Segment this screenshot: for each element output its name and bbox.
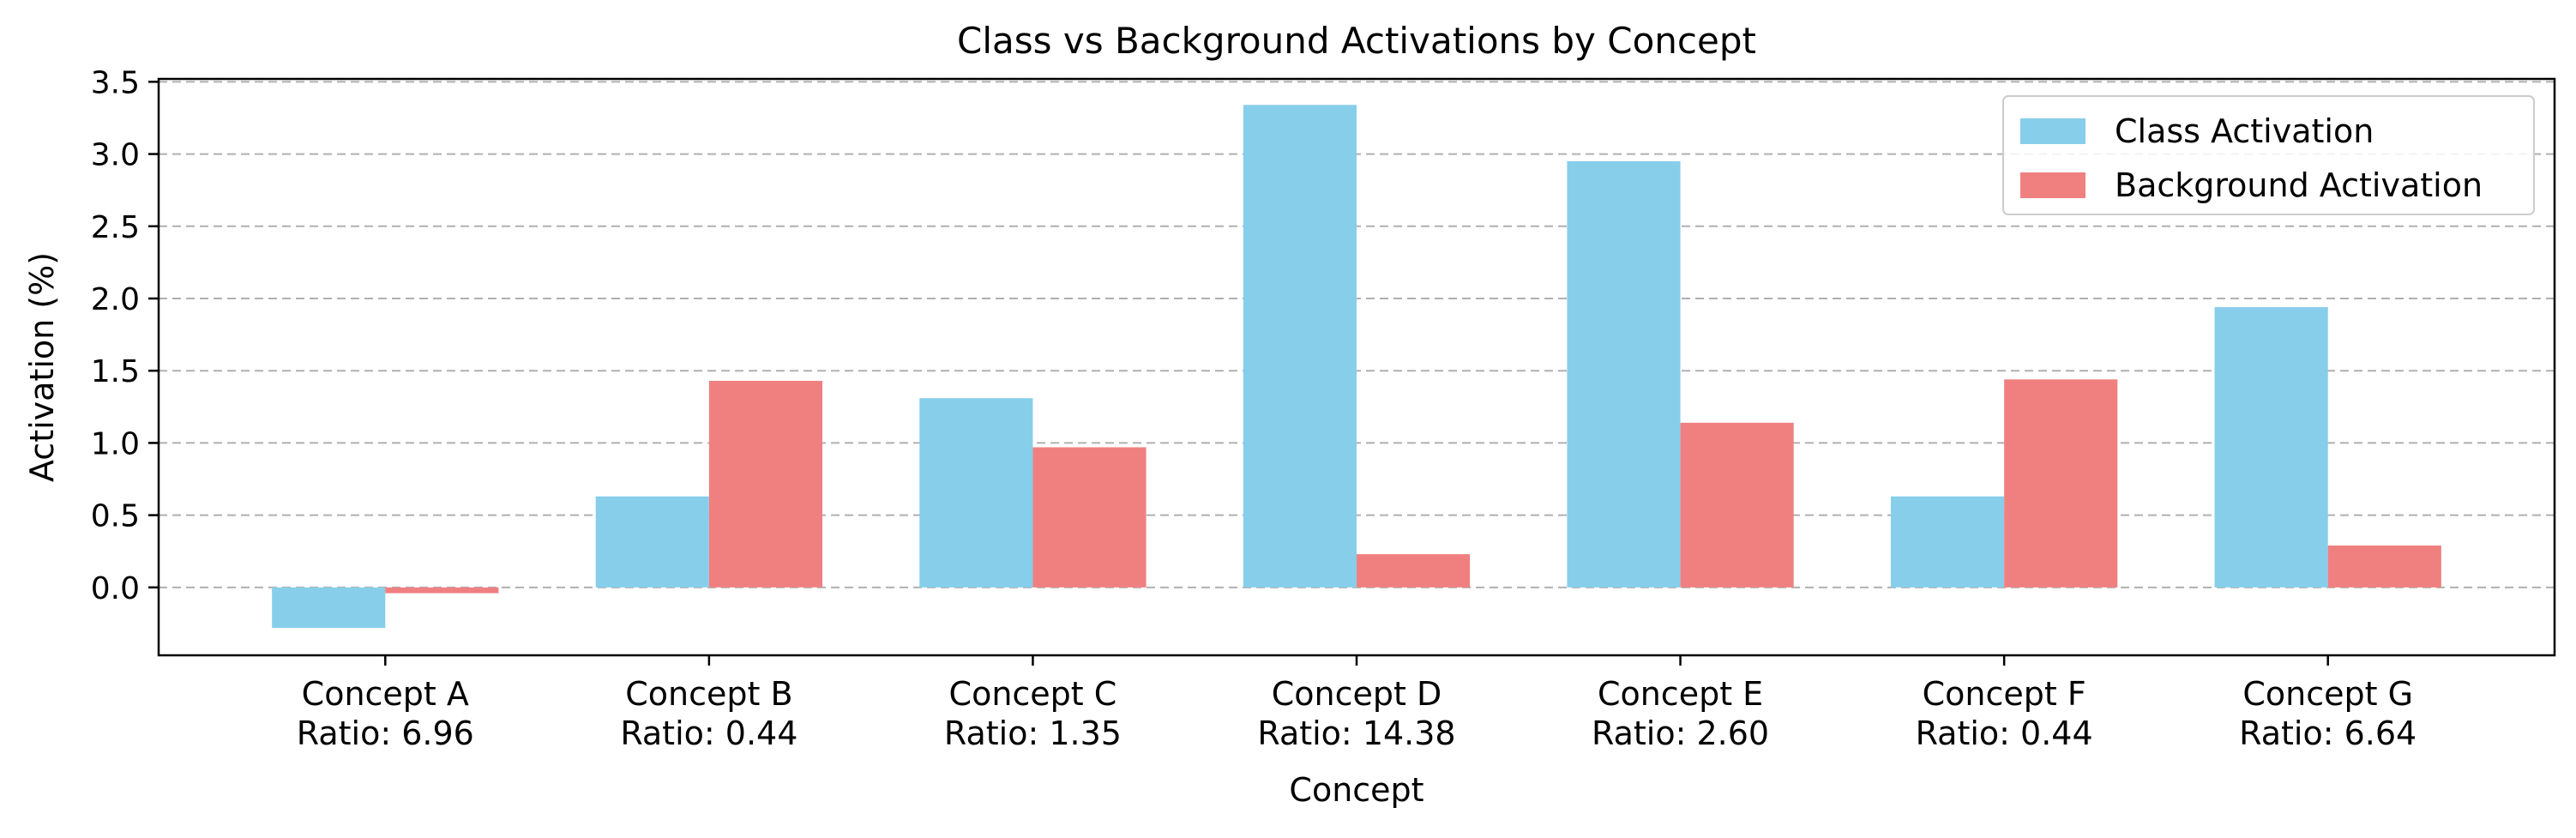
x-axis-label: Concept (1289, 771, 1423, 809)
class-activation-bar (272, 587, 386, 628)
x-tick-label: Concept B Ratio: 0.44 (620, 675, 797, 752)
class-activation-bar (919, 398, 1033, 588)
background-activation-bar (2327, 546, 2441, 588)
class-activation-bar (2214, 307, 2328, 588)
legend-label: Background Activation (2115, 166, 2483, 204)
class-activation-bar (1890, 496, 2005, 588)
y-tick-label: 1.5 (91, 354, 140, 389)
background-activation-bar (708, 381, 823, 588)
x-tick-label: Concept A Ratio: 6.96 (297, 675, 474, 752)
background-activation-bar (1357, 554, 1471, 588)
y-tick-label: 2.0 (91, 282, 140, 317)
legend-box (2002, 95, 2535, 215)
background-activation-bar (385, 587, 499, 594)
bar-layer (272, 105, 2441, 628)
class-activation-bar (1243, 105, 1357, 588)
legend-swatch (2020, 118, 2085, 144)
y-tick-label: 3.0 (91, 138, 140, 173)
class-activation-bar (595, 496, 709, 588)
background-activation-bar (1680, 422, 1794, 588)
x-tick-label: Concept G Ratio: 6.64 (2239, 675, 2417, 752)
y-tick-label: 1.0 (91, 426, 140, 461)
axis-layer: 0.0 0.5 1.0 1.5 2.0 2.5 3.0 3.5 Concept A Ratio: … (91, 65, 2417, 752)
x-tick-label: Concept D Ratio: 14.38 (1257, 675, 1455, 752)
class-activation-bar (1567, 161, 1681, 588)
y-tick-label: 2.5 (91, 210, 140, 245)
y-tick-label: 0.0 (91, 571, 140, 606)
x-tick-label: Concept C Ratio: 1.35 (944, 675, 1122, 752)
background-activation-bar (2004, 379, 2118, 588)
legend-swatch (2020, 172, 2085, 198)
y-tick-label: 0.5 (91, 499, 140, 534)
y-tick-label: 3.5 (91, 65, 140, 100)
y-axis-label: Activation (%) (23, 252, 61, 482)
legend-label: Class Activation (2115, 112, 2374, 150)
x-tick-label: Concept E Ratio: 2.60 (1592, 675, 1769, 752)
chart-title: Class vs Background Activations by Conce… (957, 20, 1756, 62)
background-activation-bar (1032, 447, 1147, 588)
x-tick-label: Concept F Ratio: 0.44 (1916, 675, 2093, 752)
legend: Class Activation Background Activation (2002, 95, 2535, 215)
